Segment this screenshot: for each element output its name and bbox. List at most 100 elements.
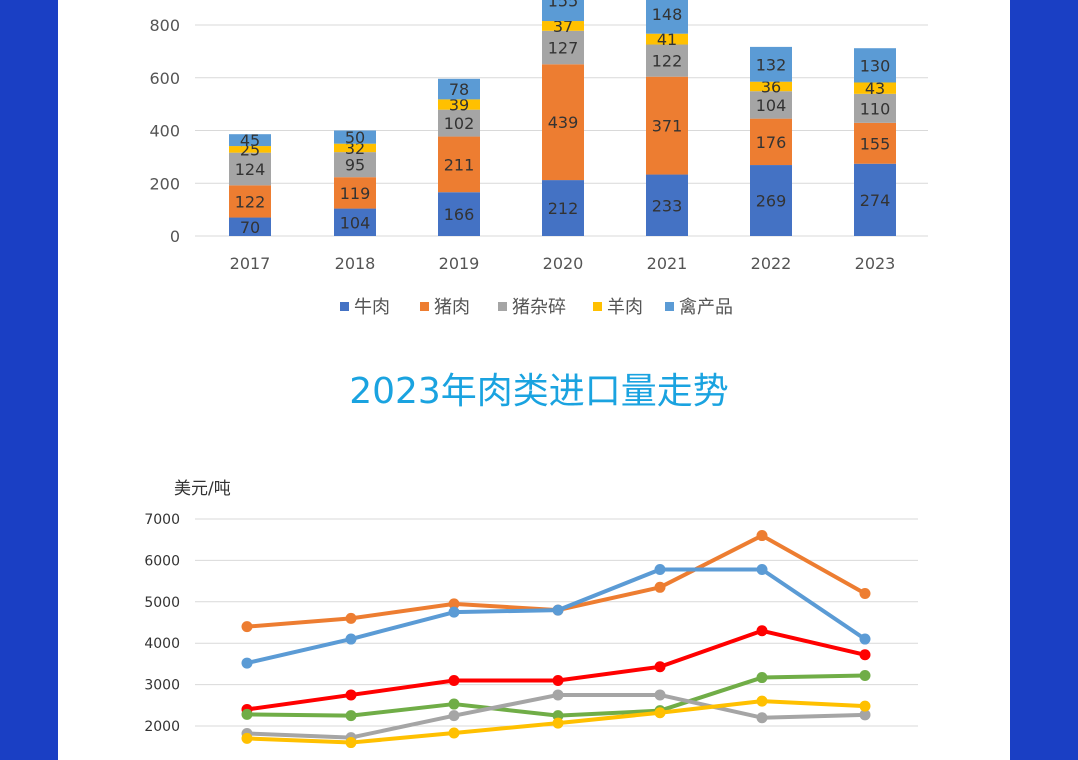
legend-label: 牛肉 xyxy=(354,297,390,318)
bar-segment xyxy=(334,130,376,144)
data-point xyxy=(756,530,768,542)
data-point xyxy=(345,689,357,701)
y-tick-label: 4000 xyxy=(144,636,180,652)
bar-value-label: 439 xyxy=(548,113,579,132)
bar-segment xyxy=(229,185,271,218)
bar-value-label: 122 xyxy=(235,192,266,211)
bar-value-label: 155 xyxy=(548,0,579,11)
x-tick-label: 2022 xyxy=(751,254,792,273)
bar-value-label: 119 xyxy=(340,184,371,203)
data-point xyxy=(448,698,460,710)
bar-value-label: 37 xyxy=(553,17,573,36)
bar-value-label: 212 xyxy=(548,199,579,218)
data-point xyxy=(552,717,564,729)
data-point xyxy=(756,564,768,576)
bar-segment xyxy=(646,44,688,77)
y-tick-label: 6000 xyxy=(144,553,180,569)
data-point xyxy=(756,625,768,637)
y-tick-label: 200 xyxy=(149,174,180,193)
data-point xyxy=(654,661,666,673)
bar-segment xyxy=(854,93,896,123)
legend-label: 猪杂碎 xyxy=(512,297,566,318)
bar-value-label: 50 xyxy=(345,128,365,147)
bar-value-label: 110 xyxy=(860,99,891,118)
bar-value-label: 124 xyxy=(235,160,266,179)
data-point xyxy=(859,588,871,600)
data-point xyxy=(448,727,460,739)
bar-value-label: 127 xyxy=(548,39,579,58)
bar-segment xyxy=(750,46,792,82)
bar-segment xyxy=(542,30,584,65)
bar-segment xyxy=(750,81,792,92)
bar-value-label: 132 xyxy=(756,55,787,74)
bar-value-label: 211 xyxy=(444,155,475,174)
data-point xyxy=(859,700,871,712)
y-tick-label: 800 xyxy=(149,16,180,35)
bar-value-label: 176 xyxy=(756,133,787,152)
bar-segment xyxy=(334,143,376,153)
bar-segment xyxy=(854,82,896,94)
data-point xyxy=(345,737,357,749)
data-point xyxy=(859,669,871,681)
bar-value-label: 104 xyxy=(756,96,787,115)
data-point xyxy=(654,689,666,701)
bar-value-label: 269 xyxy=(756,192,787,211)
bar-segment xyxy=(646,76,688,175)
bar-segment xyxy=(438,99,480,110)
bar-segment xyxy=(646,33,688,45)
y-tick-label: 2000 xyxy=(144,719,180,735)
bar-segment xyxy=(334,177,376,209)
data-point xyxy=(241,708,253,720)
data-point xyxy=(345,633,357,645)
bar-segment xyxy=(542,64,584,181)
legend-swatch xyxy=(665,302,674,311)
data-point xyxy=(345,710,357,722)
x-tick-label: 2017 xyxy=(230,254,271,273)
bar-segment xyxy=(229,217,271,236)
bar-segment xyxy=(438,192,480,236)
series-line xyxy=(246,567,867,666)
data-point xyxy=(345,612,357,624)
bar-value-label: 274 xyxy=(860,191,891,210)
bar-segment xyxy=(750,165,792,236)
data-point xyxy=(552,604,564,616)
bar-segment xyxy=(438,136,480,193)
data-point xyxy=(654,564,666,576)
bar-segment xyxy=(438,109,480,137)
legend-swatch xyxy=(340,302,349,311)
x-tick-label: 2020 xyxy=(543,254,584,273)
data-point xyxy=(241,732,253,744)
bar-segment xyxy=(438,78,480,100)
section-title: 2023年肉类进口量走势 xyxy=(349,371,729,412)
bar-segment xyxy=(854,122,896,164)
x-tick-label: 2018 xyxy=(335,254,376,273)
bar-value-label: 166 xyxy=(444,205,475,224)
bar-segment xyxy=(542,0,584,22)
bar-segment xyxy=(646,0,688,34)
y-tick-label: 3000 xyxy=(144,678,180,694)
bar-segment xyxy=(334,152,376,178)
legend-label: 猪肉 xyxy=(434,297,470,318)
y-axis-label: 美元/吨 xyxy=(174,479,231,499)
data-point xyxy=(241,657,253,669)
data-point xyxy=(448,710,460,722)
legend-swatch xyxy=(498,302,507,311)
x-tick-label: 2023 xyxy=(855,254,896,273)
bar-value-label: 41 xyxy=(657,30,677,49)
data-point xyxy=(448,674,460,686)
data-point xyxy=(448,598,460,610)
bar-value-label: 130 xyxy=(860,56,891,75)
bar-value-label: 45 xyxy=(240,131,260,150)
bar-segment xyxy=(646,174,688,236)
data-point xyxy=(241,621,253,633)
data-point xyxy=(448,606,460,618)
data-point xyxy=(859,633,871,645)
legend-label: 禽产品 xyxy=(679,297,733,318)
data-point xyxy=(654,707,666,719)
content-card xyxy=(58,0,1010,760)
bar-segment xyxy=(229,146,271,153)
bar-segment xyxy=(750,118,792,166)
bar-value-label: 43 xyxy=(865,79,885,98)
bar-value-label: 104 xyxy=(340,213,371,232)
bar-value-label: 39 xyxy=(449,96,469,115)
